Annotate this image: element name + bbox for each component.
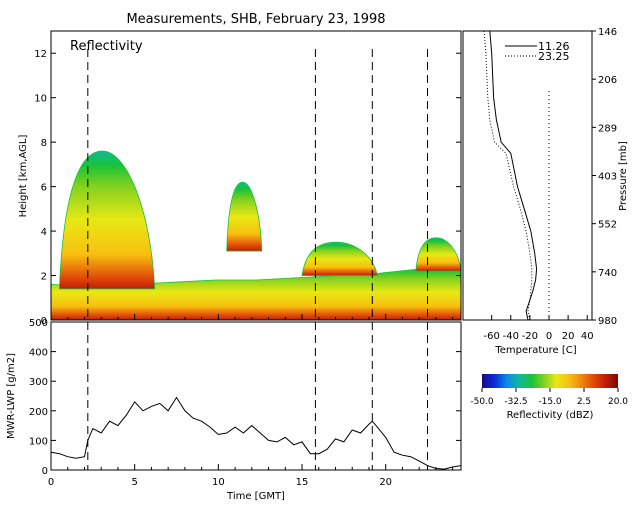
colorbar-tick-label-2: -15.0 [538, 397, 562, 407]
reflectivity-y-tick-label-4: 4 [41, 227, 47, 238]
reflectivity-y-tick-label-12: 12 [34, 49, 47, 60]
pressure-tick-label-289: 289 [598, 123, 617, 134]
pressure-tick-label-146: 146 [598, 27, 617, 38]
lwp-y-label: MWR-LWP [g/m2] [6, 353, 17, 439]
time-x-ticks: 0 5 10 15 20 [48, 464, 454, 488]
reflectivity-panel: Reflectivity 0 2 4 6 8 10 12 Height [km,AGL] [18, 30, 462, 327]
reflectivity-panel-label: Reflectivity [70, 39, 143, 54]
temperature-axes-frame [462, 30, 593, 321]
colorbar-ticks: -50.0 -32.5 -15.0 2.5 20.0 [470, 388, 628, 407]
temperature-x-tick-label--20: -20 [522, 331, 538, 342]
temperature-x-tick-label--40: -40 [503, 331, 519, 342]
pressure-tick-label-403: 403 [598, 172, 617, 183]
temperature-x-tick-label-20: 20 [562, 331, 575, 342]
temperature-x-ticks: -60 -40 -20 0 20 40 [483, 315, 594, 342]
temperature-x-label: Temperature [C] [494, 345, 576, 356]
pressure-ticks: 146 206 289 403 552 740 980 [592, 27, 617, 327]
echo-layer-4 [301, 241, 378, 276]
colorbar-tick-label-1: -32.5 [504, 397, 527, 407]
temperature-panel: -60 -40 -20 0 20 40 146 206 289 403 552 740 980 Tem… [462, 27, 629, 356]
pressure-tick-label-740: 740 [598, 268, 617, 279]
echo-layer-5 [415, 237, 461, 272]
reflectivity-echoes [51, 150, 461, 320]
temperature-x-tick-label-40: 40 [581, 331, 594, 342]
lwp-series-line [51, 396, 461, 470]
legend-series-2: 23.25 [538, 50, 570, 63]
pressure-tick-label-206: 206 [598, 75, 617, 86]
time-x-tick-label-5: 5 [131, 477, 137, 488]
echo-layer-3 [226, 181, 263, 252]
temperature-series-2 [483, 31, 533, 320]
reflectivity-y-tick-label-6: 6 [41, 183, 47, 194]
lwp-y-tick-label-400: 400 [29, 348, 48, 359]
temperature-legend: 11.26 23.25 [505, 40, 570, 63]
reflectivity-y-tick-label-2: 2 [41, 272, 47, 283]
lwp-y-tick-label-500: 500 [29, 318, 48, 329]
time-x-tick-label-15: 15 [296, 477, 309, 488]
reflectivity-y-tick-label-8: 8 [41, 138, 47, 149]
time-x-tick-label-10: 10 [212, 477, 225, 488]
lwp-y-tick-label-100: 100 [29, 436, 48, 447]
colorbar-tick-label-4: 20.0 [608, 397, 628, 407]
legend-series-1: 11.26 [538, 40, 570, 53]
temperature-series-1 [489, 31, 538, 320]
lwp-y-tick-label-300: 300 [29, 377, 48, 388]
pressure-y-label: Pressure [mb] [618, 141, 629, 211]
reflectivity-colorbar: -50.0 -32.5 -15.0 2.5 20.0 Reflectivity (dBZ… [470, 374, 628, 421]
reflectivity-dashed-lines [87, 49, 429, 320]
colorbar-swatch [482, 374, 618, 388]
temperature-x-tick-label-0: 0 [546, 331, 552, 342]
colorbar-tick-label-0: -50.0 [470, 397, 494, 407]
lwp-y-tick-label-0: 0 [42, 466, 48, 477]
lwp-y-ticks: 0 100 200 300 400 500 [29, 318, 461, 477]
colorbar-tick-label-3: 2.5 [577, 397, 591, 407]
time-x-tick-label-20: 20 [379, 477, 392, 488]
pressure-tick-label-552: 552 [598, 220, 617, 231]
lwp-axes-frame [50, 321, 462, 471]
lwp-y-tick-label-200: 200 [29, 407, 48, 418]
colorbar-label: Reflectivity (dBZ) [507, 410, 594, 421]
temperature-x-tick-label--60: -60 [483, 331, 499, 342]
time-x-label: Time [GMT] [226, 491, 285, 502]
time-x-tick-label-0: 0 [48, 477, 54, 488]
reflectivity-y-tick-label-10: 10 [34, 94, 47, 105]
reflectivity-axes-frame [50, 30, 462, 321]
reflectivity-y-tick-label-0: 0 [41, 316, 47, 327]
reflectivity-y-label: Height [km,AGL] [18, 135, 29, 218]
echo-layer-2 [58, 150, 156, 290]
figure-title: Measurements, SHB, February 23, 1998 [126, 12, 385, 27]
pressure-tick-label-980: 980 [598, 316, 617, 327]
lwp-panel: 0 100 200 300 400 500 0 5 10 15 20 MWR-LWP [g/m2]… [6, 318, 462, 502]
lwp-dashed-lines [87, 322, 429, 470]
temperature-lines [483, 31, 550, 320]
